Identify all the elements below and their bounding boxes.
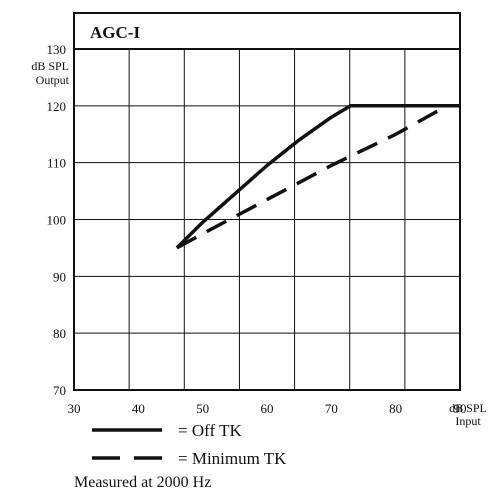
y-axis-label-line1: dB SPL bbox=[31, 59, 69, 73]
legend: = Off TK = Minimum TK bbox=[92, 421, 287, 468]
y-tick-label: 70 bbox=[53, 383, 66, 398]
y-tick-label: 120 bbox=[47, 99, 67, 114]
x-tick-label: 30 bbox=[68, 401, 81, 416]
series-line-minimum-tk bbox=[177, 106, 447, 248]
y-tick-labels: 70 80 90 100 110 120 130 bbox=[47, 42, 67, 398]
y-tick-label: 130 bbox=[47, 42, 67, 57]
x-axis-label-line1: dB SPL bbox=[449, 401, 487, 415]
y-axis-label-line2: Output bbox=[36, 73, 70, 87]
x-tick-label: 60 bbox=[261, 401, 274, 416]
y-tick-label: 110 bbox=[47, 156, 66, 171]
x-tick-labels: 30 40 50 60 70 80 90 bbox=[68, 401, 467, 416]
grid-lines bbox=[74, 49, 460, 390]
measurement-note: Measured at 2000 Hz bbox=[74, 474, 211, 491]
chart-title: AGC-I bbox=[90, 23, 140, 42]
y-tick-label: 90 bbox=[53, 269, 66, 284]
y-tick-label: 80 bbox=[53, 326, 66, 341]
legend-label-minimum-tk: = Minimum TK bbox=[178, 449, 287, 468]
series-layer bbox=[177, 106, 460, 248]
x-axis-label-line2: Input bbox=[455, 414, 481, 428]
x-tick-label: 80 bbox=[389, 401, 402, 416]
legend-label-off-tk: = Off TK bbox=[178, 421, 242, 440]
x-tick-label: 70 bbox=[325, 401, 338, 416]
y-tick-label: 100 bbox=[47, 213, 67, 228]
x-tick-label: 40 bbox=[132, 401, 145, 416]
x-tick-label: 50 bbox=[196, 401, 209, 416]
